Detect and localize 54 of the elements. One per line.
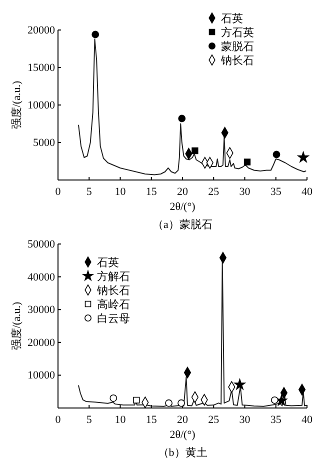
y-tick-label: 50000 <box>28 238 56 251</box>
x-tick-label: 15 <box>146 186 158 198</box>
y-axis-title: 强度/(a.u.) <box>10 80 23 130</box>
y-tick-label: 5000 <box>33 137 56 150</box>
x-tick-label: 35 <box>270 186 282 198</box>
x-tick-label: 40 <box>302 414 313 426</box>
x-tick-label: 30 <box>239 186 251 198</box>
y-tick-label: 20000 <box>28 336 56 349</box>
x-tick-label: 25 <box>208 186 220 198</box>
x-tick-label: 35 <box>270 414 282 426</box>
x-tick-label: 0 <box>55 414 62 426</box>
point <box>298 152 309 162</box>
x-tick-label: 5 <box>86 186 92 198</box>
x-tick-label: 40 <box>302 186 313 198</box>
y-axis-title: 强度/(a.u.) <box>10 302 23 350</box>
y-tick-label: 15000 <box>28 62 56 74</box>
y-tick-label: 10000 <box>28 370 56 382</box>
point <box>272 150 280 158</box>
point <box>110 394 118 402</box>
point <box>244 158 251 166</box>
point <box>192 147 198 154</box>
point <box>165 399 172 407</box>
legend-label: 石英 <box>221 12 243 25</box>
x-tick-label: 20 <box>177 186 188 198</box>
text: （a）蒙脱石 <box>152 218 212 231</box>
y-tick-label: 10000 <box>28 100 56 112</box>
y-tick-label: 40000 <box>28 271 56 284</box>
y-tick-label: 30000 <box>28 304 56 316</box>
x-tick-label: 25 <box>208 414 220 426</box>
legend-label: 蒙脱石 <box>221 40 254 53</box>
point <box>234 378 246 390</box>
legend-label: 方解石 <box>97 270 130 283</box>
text: （b）黄土 <box>158 446 208 459</box>
x-tick-label: 0 <box>55 186 62 198</box>
x-tick-label: 10 <box>114 414 126 426</box>
legend-label: 石英 <box>97 256 119 269</box>
point <box>178 114 186 122</box>
point <box>92 30 100 38</box>
legend-label: 钠长石 <box>220 54 254 67</box>
x-axis-title: 2θ/(°) <box>170 201 196 213</box>
x-axis-title: 2θ/(°) <box>170 429 196 441</box>
legend-label: 高岭石 <box>97 298 130 311</box>
x-tick-label: 30 <box>239 414 251 426</box>
legend-label: 白云母 <box>97 313 130 325</box>
x-tick-label: 5 <box>86 414 92 426</box>
legend-label: 钠长石 <box>96 284 130 297</box>
x-tick-label: 20 <box>177 414 188 426</box>
point <box>270 396 278 404</box>
point <box>133 396 140 404</box>
point <box>178 399 185 407</box>
y-tick-label: 20000 <box>28 24 56 37</box>
legend-label: 方石英 <box>221 26 254 39</box>
x-tick-label: 10 <box>114 186 126 198</box>
x-tick-label: 15 <box>146 414 158 426</box>
